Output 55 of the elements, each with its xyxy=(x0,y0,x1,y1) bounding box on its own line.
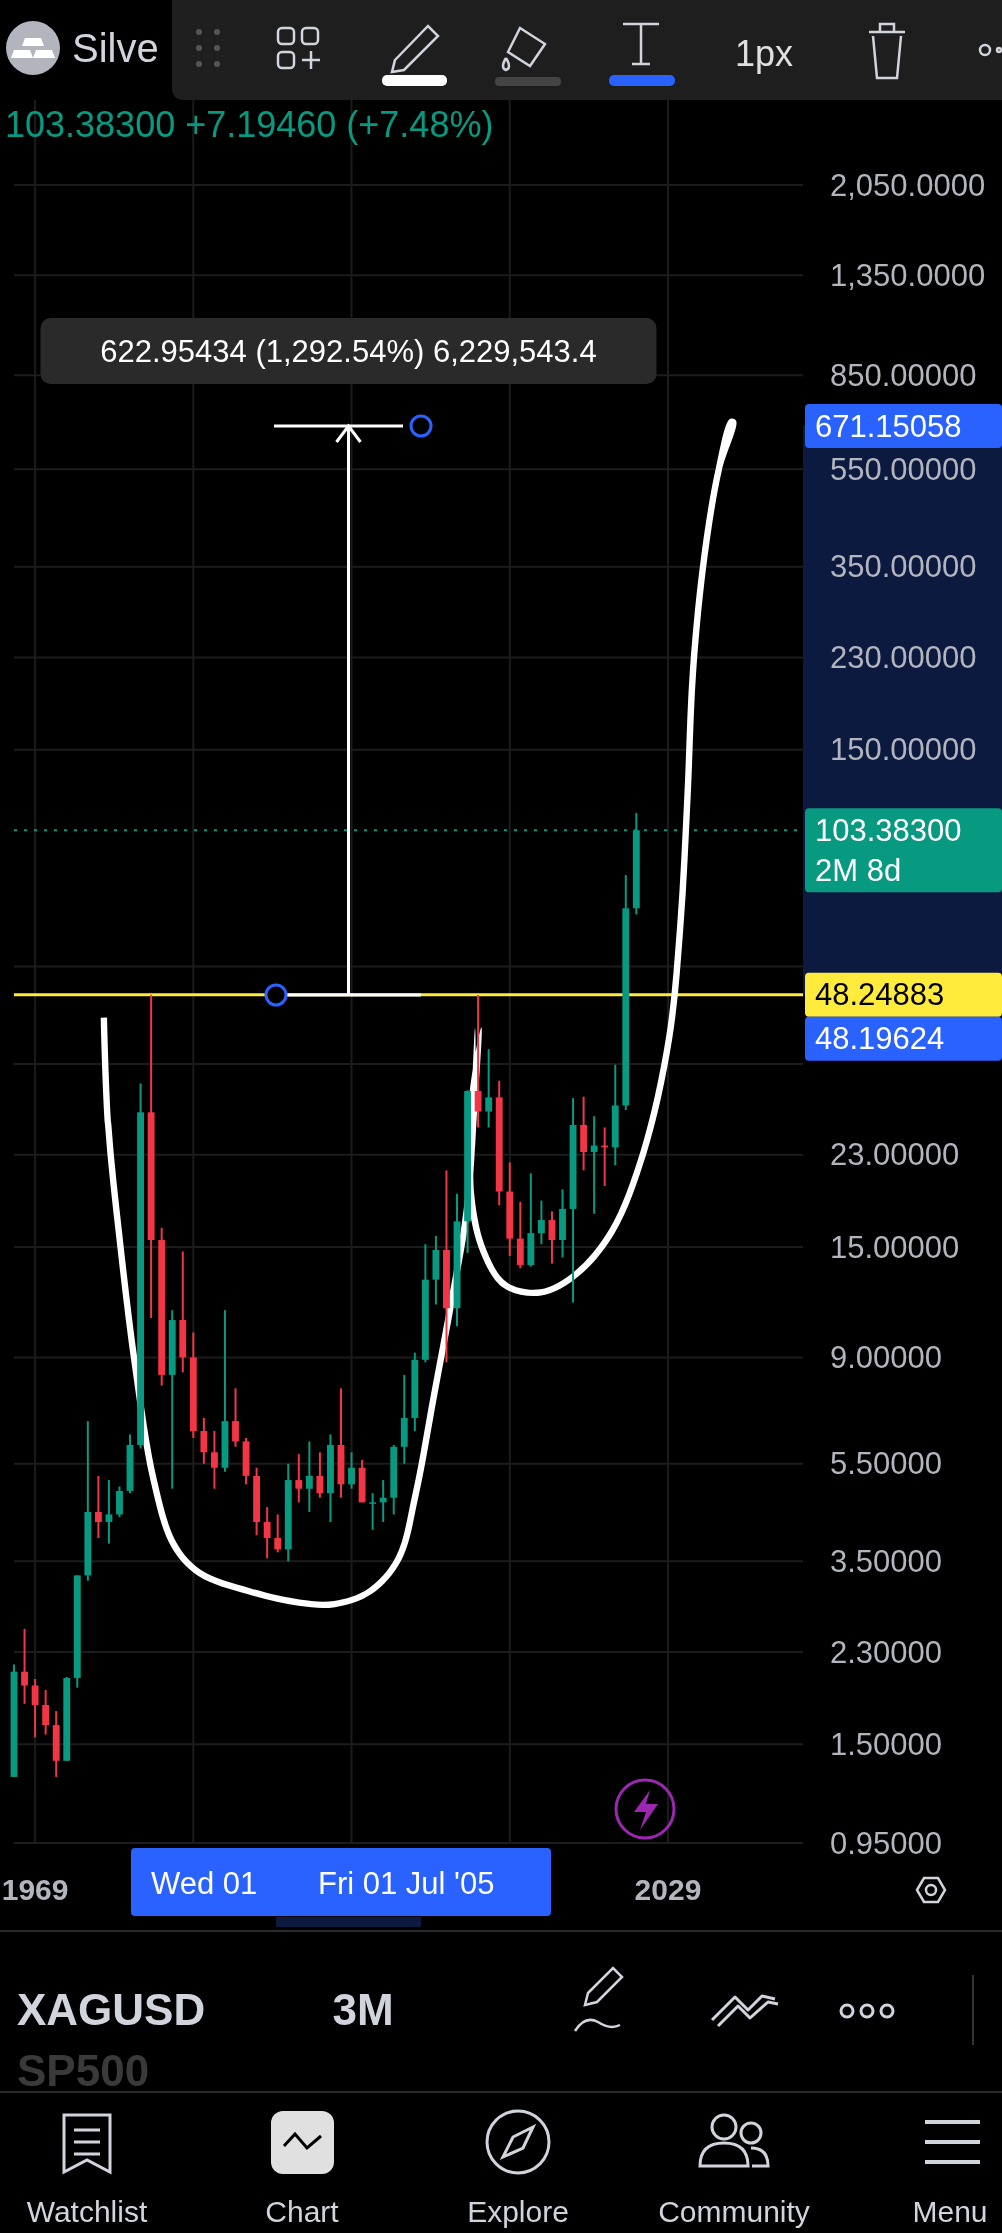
y-tick-label: 550.00000 xyxy=(830,451,977,487)
candlestick xyxy=(537,1199,545,1246)
y-tick-label: 150.00000 xyxy=(830,732,977,768)
y-tick-label: 2,050.0000 xyxy=(830,167,986,203)
x-tick-label: 2029 xyxy=(634,1872,702,1906)
y-tick-label: 5.50000 xyxy=(830,1446,943,1482)
text: Chart xyxy=(265,2195,340,2228)
candlestick xyxy=(295,1453,303,1504)
y-tick-label: 350.00000 xyxy=(830,549,977,585)
candlestick xyxy=(474,994,482,1129)
candlestick xyxy=(348,1451,355,1490)
y-tick-label: 1,350.0000 xyxy=(830,257,986,293)
ref-line-label: 103.38300 2M 8d xyxy=(815,812,962,888)
y-tick-label: 3.50000 xyxy=(830,1543,943,1579)
y-tick-label: 1.50000 xyxy=(830,1726,943,1762)
y-tick-label: 9.00000 xyxy=(830,1339,943,1375)
text: Watchlist xyxy=(26,2195,148,2228)
candlestick xyxy=(369,1492,377,1531)
text: Explore xyxy=(467,2195,569,2228)
candlestick xyxy=(31,1678,39,1739)
text: XAGUSD xyxy=(17,1985,206,2034)
candlestick xyxy=(316,1451,324,1499)
candlestick xyxy=(263,1506,271,1560)
candlestick xyxy=(305,1440,313,1513)
text: Menu xyxy=(912,2195,988,2228)
candlestick xyxy=(116,1485,123,1518)
candlestick xyxy=(590,1115,598,1215)
y-tick-label: 850.00000 xyxy=(830,357,977,393)
text: 671.15058 xyxy=(815,408,962,444)
y-tick-label: 230.00000 xyxy=(830,640,977,676)
x-tick-label: 1969 xyxy=(1,1872,69,1906)
y-tick-label: 15.00000 xyxy=(830,1229,960,1265)
text: 48.19624 xyxy=(815,1021,945,1057)
text: SP500 xyxy=(17,2046,150,2095)
text: Fri 01 Jul '05 xyxy=(318,1865,495,1901)
chart-subtitle: 103.38300 +7.19460 (+7.48%) xyxy=(5,103,494,145)
annotation: 622.95434 (1,292.54%) 6,229,543.4 xyxy=(100,333,597,369)
candlestick xyxy=(42,1688,50,1736)
candlestick xyxy=(485,1048,493,1129)
candlestick xyxy=(232,1387,239,1448)
y-tick-label: 2.30000 xyxy=(830,1634,943,1670)
candlestick xyxy=(105,1479,113,1545)
candlestick xyxy=(274,1513,282,1554)
candlestick xyxy=(21,1627,28,1705)
candlestick xyxy=(94,1474,102,1540)
text: Community xyxy=(658,2195,810,2228)
text: 3M xyxy=(332,1985,394,2034)
candlestick xyxy=(200,1416,208,1465)
text: 1px xyxy=(734,33,794,74)
ref-line-label: 48.24883 xyxy=(815,977,945,1013)
candlestick xyxy=(210,1430,218,1490)
y-tick-label: 23.00000 xyxy=(830,1137,960,1173)
chart-title: Silve xyxy=(72,26,159,70)
text: Wed 01 xyxy=(151,1865,258,1901)
y-tick-label: 0.95000 xyxy=(830,1825,943,1861)
